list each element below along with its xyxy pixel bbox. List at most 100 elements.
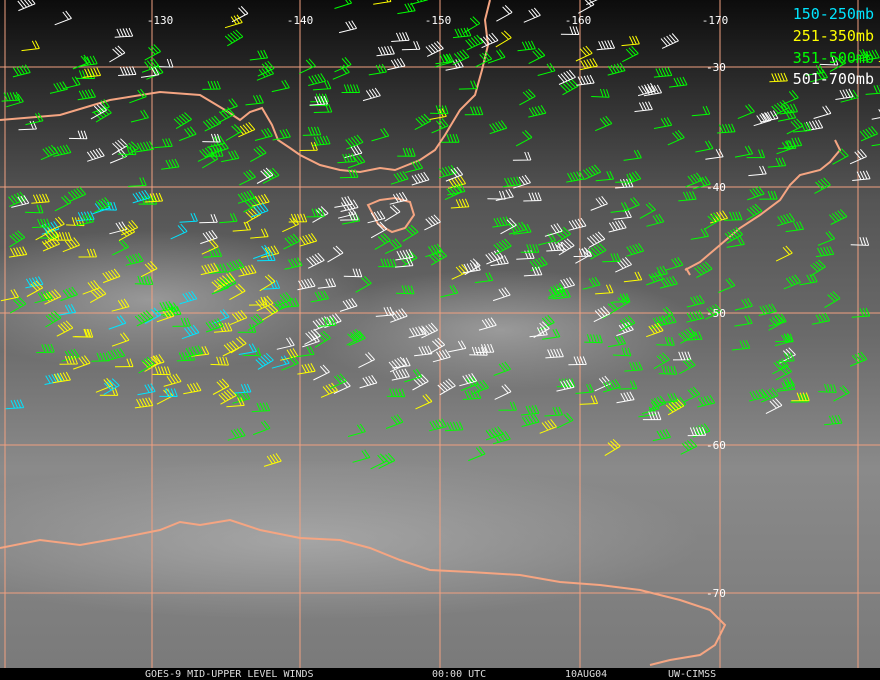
wind-barb xyxy=(785,221,805,233)
wind-barb xyxy=(161,158,180,170)
wind-barb xyxy=(865,84,880,95)
wind-barb xyxy=(141,58,160,73)
wind-barb xyxy=(588,242,607,260)
wind-barb xyxy=(25,112,44,126)
wind-barb xyxy=(313,103,333,113)
wind-barb xyxy=(332,64,350,80)
longitude-label: -130 xyxy=(147,14,174,27)
wind-barb xyxy=(243,196,260,213)
wind-barb xyxy=(359,374,378,389)
wind-barb xyxy=(25,276,44,289)
wind-barb xyxy=(163,306,182,317)
wind-barb xyxy=(556,379,575,392)
wind-barb xyxy=(36,343,55,354)
wind-barb xyxy=(329,373,347,389)
wind-barb xyxy=(314,330,331,348)
wind-barb xyxy=(493,238,512,255)
wind-barb xyxy=(281,355,299,371)
wind-barb xyxy=(462,389,482,400)
wind-barb xyxy=(31,193,50,204)
wind-barb xyxy=(253,420,271,436)
wind-barb xyxy=(813,105,832,119)
wind-barb xyxy=(72,328,92,338)
wind-barb xyxy=(441,134,460,143)
wind-barb xyxy=(747,186,765,201)
wind-barb xyxy=(297,278,316,291)
wind-barb xyxy=(261,280,281,290)
wind-barb xyxy=(237,121,256,138)
wind-barbs xyxy=(0,0,880,470)
wind-barb xyxy=(804,119,824,132)
wind-barb xyxy=(566,170,585,183)
wind-barb xyxy=(62,237,80,253)
wind-barb xyxy=(686,310,705,323)
wind-barb xyxy=(753,112,772,127)
wind-barb xyxy=(358,352,375,369)
wind-barb xyxy=(247,313,264,331)
wind-barb xyxy=(805,64,825,76)
wind-barb xyxy=(765,397,783,415)
wind-barb xyxy=(819,56,839,66)
wind-barb xyxy=(232,221,252,232)
wind-barb xyxy=(57,304,77,316)
wind-barb xyxy=(299,142,318,151)
wind-barb xyxy=(568,217,587,231)
wind-barb xyxy=(92,99,110,114)
wind-barb xyxy=(480,32,499,49)
wind-barb xyxy=(388,356,407,373)
wind-barb xyxy=(262,167,280,184)
wind-barb xyxy=(401,41,421,51)
wind-barb xyxy=(146,354,165,368)
wind-barb xyxy=(495,30,512,48)
wind-barb xyxy=(280,348,299,361)
wind-barb xyxy=(775,364,792,381)
wind-barb xyxy=(355,276,372,293)
wind-barb xyxy=(60,286,78,302)
wind-barb xyxy=(179,212,198,223)
wind-barb xyxy=(257,60,275,77)
wind-barb xyxy=(450,198,470,209)
wind-barb xyxy=(544,406,563,417)
wind-barb xyxy=(529,326,548,338)
wind-barb xyxy=(852,170,871,181)
wind-barb xyxy=(114,27,134,38)
wind-barb xyxy=(232,390,251,404)
wind-barb xyxy=(652,429,671,442)
wind-barb xyxy=(263,453,282,467)
wind-barb xyxy=(642,411,662,421)
wind-barb xyxy=(384,238,402,255)
wind-barb xyxy=(212,309,230,325)
wind-barb xyxy=(815,246,835,258)
wind-barb xyxy=(590,195,608,211)
wind-barb xyxy=(202,80,221,90)
wind-barb xyxy=(786,118,804,135)
wind-barb xyxy=(114,358,134,368)
wind-barb xyxy=(475,51,493,68)
wind-barb xyxy=(245,94,264,106)
wind-barb xyxy=(118,66,137,76)
wind-barb xyxy=(250,228,269,239)
footer-date: 10AUG04 xyxy=(565,669,607,680)
wind-barb xyxy=(705,303,722,320)
wind-barb xyxy=(288,213,308,223)
wind-barb xyxy=(783,137,803,148)
wind-barb xyxy=(691,105,711,117)
wind-barb xyxy=(475,343,495,353)
wind-barb xyxy=(6,93,24,108)
wind-barb xyxy=(397,2,416,15)
wind-barb xyxy=(544,223,563,237)
wind-barb xyxy=(492,287,511,302)
wind-barb xyxy=(560,78,579,96)
longitude-label: -150 xyxy=(425,14,452,27)
wind-barb xyxy=(238,343,257,355)
wind-barb xyxy=(461,376,479,391)
wind-barb xyxy=(840,89,859,103)
wind-barb xyxy=(576,74,595,86)
wind-barb xyxy=(284,257,303,270)
wind-barb xyxy=(582,276,601,290)
wind-barb xyxy=(24,204,44,214)
wind-barb xyxy=(465,34,484,51)
wind-barb xyxy=(271,79,290,93)
wind-barb xyxy=(98,201,118,211)
wind-barb xyxy=(129,88,147,104)
